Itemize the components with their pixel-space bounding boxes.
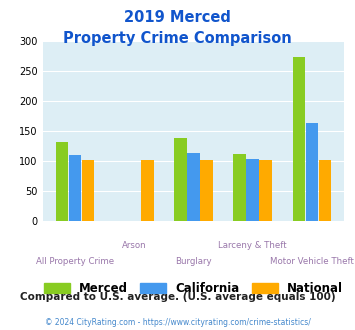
Text: 2019 Merced: 2019 Merced [124,10,231,25]
Bar [82,160,94,221]
Bar [234,154,246,221]
Text: Arson: Arson [122,241,147,250]
Bar [56,142,68,221]
Text: Motor Vehicle Theft: Motor Vehicle Theft [270,257,354,266]
Text: © 2024 CityRating.com - https://www.cityrating.com/crime-statistics/: © 2024 CityRating.com - https://www.city… [45,318,310,327]
Bar [306,123,318,221]
Bar [319,160,331,221]
Bar [260,160,272,221]
Bar [174,138,187,221]
Bar [187,153,200,221]
Bar [69,154,81,221]
Text: All Property Crime: All Property Crime [36,257,114,266]
Bar [246,159,259,221]
Text: Larceny & Theft: Larceny & Theft [218,241,287,250]
Text: Burglary: Burglary [175,257,212,266]
Bar [200,160,213,221]
Text: Compared to U.S. average. (U.S. average equals 100): Compared to U.S. average. (U.S. average … [20,292,335,302]
Bar [141,160,154,221]
Bar [293,57,305,221]
Text: Property Crime Comparison: Property Crime Comparison [63,31,292,46]
Legend: Merced, California, National: Merced, California, National [39,277,348,300]
